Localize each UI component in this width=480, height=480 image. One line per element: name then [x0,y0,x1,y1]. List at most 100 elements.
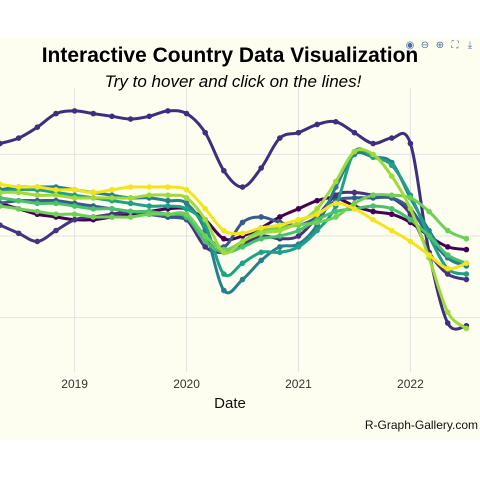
data-point[interactable] [183,206,190,212]
data-point[interactable] [183,200,190,207]
data-point[interactable] [277,214,283,220]
data-point[interactable] [332,178,339,185]
data-point[interactable] [109,195,115,201]
data-point[interactable] [165,197,171,204]
data-point[interactable] [71,211,78,218]
data-point[interactable] [0,189,3,196]
data-point[interactable] [71,108,78,114]
data-point[interactable] [370,140,376,147]
data-point[interactable] [314,219,320,226]
data-point[interactable] [239,219,246,226]
data-point[interactable] [426,233,432,239]
data-point[interactable] [15,189,22,196]
data-point[interactable] [15,230,22,237]
data-point[interactable] [444,244,451,250]
data-point[interactable] [407,216,414,223]
data-point[interactable] [332,118,339,125]
data-point[interactable] [444,252,451,258]
data-point[interactable] [295,227,302,234]
data-point[interactable] [183,195,190,201]
data-point[interactable] [221,271,227,277]
data-point[interactable] [277,244,283,250]
data-point[interactable] [463,276,470,283]
data-point[interactable] [314,206,320,212]
data-point[interactable] [388,173,395,179]
data-point[interactable] [444,227,451,234]
data-point[interactable] [426,252,432,258]
data-point[interactable] [90,214,97,220]
data-point[interactable] [295,129,302,136]
data-point[interactable] [202,129,209,136]
data-point[interactable] [34,124,41,130]
data-point[interactable] [202,244,209,250]
data-point[interactable] [109,214,115,220]
data-point[interactable] [146,192,153,198]
data-point[interactable] [407,206,414,212]
data-point[interactable] [15,206,22,212]
data-point[interactable] [370,216,376,223]
data-point[interactable] [370,203,376,209]
data-point[interactable] [351,195,358,201]
data-point[interactable] [53,200,59,207]
data-point[interactable] [127,208,134,215]
data-point[interactable] [239,260,246,267]
data-point[interactable] [239,230,246,237]
data-point[interactable] [407,195,414,201]
data-point[interactable] [71,186,78,193]
data-point[interactable] [388,206,395,212]
data-point[interactable] [463,325,470,332]
data-point[interactable] [146,113,153,120]
data-point[interactable] [53,227,59,234]
data-point[interactable] [165,203,171,209]
data-point[interactable] [127,195,134,201]
data-point[interactable] [444,309,451,315]
data-point[interactable] [221,167,227,174]
data-point[interactable] [165,192,171,198]
data-point[interactable] [295,216,302,223]
data-point[interactable] [15,197,22,204]
data-point[interactable] [463,271,470,277]
data-point[interactable] [314,197,320,204]
data-point[interactable] [351,148,358,155]
data-point[interactable] [109,186,115,193]
data-point[interactable] [0,222,3,228]
data-point[interactable] [53,192,59,198]
data-point[interactable] [239,184,246,190]
data-point[interactable] [258,225,264,231]
data-point[interactable] [239,238,246,245]
data-point[interactable] [90,189,97,196]
data-point[interactable] [146,211,153,218]
data-point[interactable] [127,116,134,122]
data-point[interactable] [258,235,264,242]
zoom-in-icon[interactable]: ⊕ [435,40,445,51]
data-point[interactable] [314,211,320,218]
data-point[interactable] [202,216,209,223]
series-line[interactable] [0,196,467,265]
download-icon[interactable]: ⤓ [467,40,473,51]
data-point[interactable] [0,140,3,147]
data-point[interactable] [295,206,302,212]
data-point[interactable] [183,211,190,218]
data-point[interactable] [332,208,339,215]
data-point[interactable] [407,238,414,245]
data-point[interactable] [15,135,22,141]
data-point[interactable] [53,110,59,117]
data-point[interactable] [426,208,432,215]
data-point[interactable] [34,192,41,198]
data-point[interactable] [332,200,339,207]
data-point[interactable] [239,276,246,283]
data-point[interactable] [388,211,395,218]
data-point[interactable] [0,203,3,209]
autoscale-icon[interactable]: ⛶ [451,40,459,51]
data-point[interactable] [277,227,283,234]
data-point[interactable] [277,249,283,256]
data-point[interactable] [53,211,59,218]
data-point[interactable] [109,113,115,120]
data-point[interactable] [221,249,227,256]
data-point[interactable] [388,162,395,169]
data-point[interactable] [388,227,395,234]
data-point[interactable] [90,206,97,212]
data-point[interactable] [258,165,264,171]
data-point[interactable] [463,260,470,267]
data-point[interactable] [221,227,227,234]
